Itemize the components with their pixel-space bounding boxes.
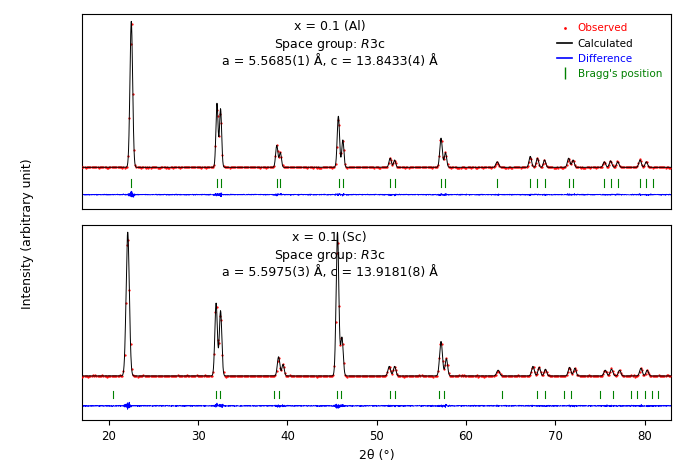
X-axis label: 2θ (°): 2θ (°) [359, 449, 395, 461]
Text: a = 5.5685(1) Å, c = 13.8433(4) Å: a = 5.5685(1) Å, c = 13.8433(4) Å [222, 55, 438, 68]
Text: Space group: $R$3c: Space group: $R$3c [274, 248, 386, 264]
Text: a = 5.5975(3) Å, c = 13.9181(8) Å: a = 5.5975(3) Å, c = 13.9181(8) Å [222, 266, 438, 279]
Text: Space group: $R$3c: Space group: $R$3c [274, 37, 386, 53]
Text: x = 0.1 (Al): x = 0.1 (Al) [294, 20, 365, 33]
Text: Intensity (arbitrary unit): Intensity (arbitrary unit) [21, 158, 34, 309]
Legend: Observed, Calculated, Difference, Bragg's position: Observed, Calculated, Difference, Bragg'… [553, 19, 666, 83]
Text: x = 0.1 (Sc): x = 0.1 (Sc) [292, 231, 367, 244]
